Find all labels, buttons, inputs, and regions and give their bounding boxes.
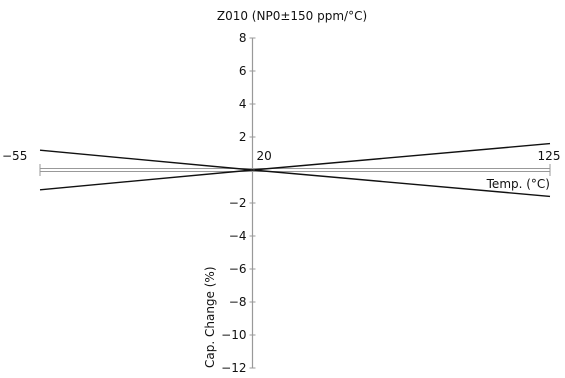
x-tick-label: 20 — [257, 149, 272, 163]
y-tick-label: 8 — [239, 31, 247, 45]
y-tick-label: −2 — [229, 196, 247, 210]
y-axis-label: Cap. Change (%) — [203, 266, 217, 368]
series-line-2 — [39, 142, 551, 191]
y-tick-label: 6 — [239, 64, 247, 78]
series-line-1 — [39, 149, 551, 198]
y-tick-label: −6 — [229, 262, 247, 276]
y-tick-label: 4 — [239, 97, 247, 111]
y-tick-label: −4 — [229, 229, 247, 243]
x-tick-label: 125 — [538, 149, 561, 163]
x-tick-label: −55 — [2, 149, 27, 163]
series-layer — [39, 142, 551, 198]
chart-title: Z010 (NP0±150 ppm/°C) — [217, 9, 367, 23]
axes-layer — [39, 38, 551, 368]
y-tick-label: −12 — [221, 361, 246, 375]
y-tick-label: −8 — [229, 295, 247, 309]
y-tick-label: −10 — [221, 328, 246, 342]
y-tick-label: 2 — [239, 130, 247, 144]
ticks-layer: 8 6 4 2 −2 −4 −6 −8 −10 −12 −55 20 125 — [2, 31, 560, 375]
x-axis-label: Temp. (°C) — [486, 177, 550, 191]
